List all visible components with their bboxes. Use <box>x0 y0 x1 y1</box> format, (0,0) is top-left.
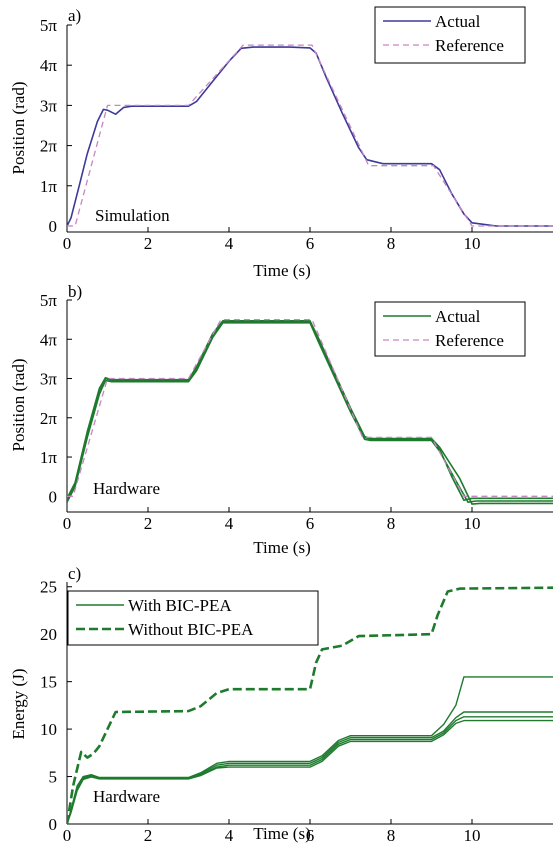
y-tick-label: 0 <box>49 487 58 506</box>
y-tick-label: 0 <box>49 217 58 236</box>
x-tick-label: 6 <box>306 826 315 845</box>
legend-entry: Actual <box>435 307 481 326</box>
y-tick-label: 4π <box>40 56 58 75</box>
y-tick-label: 1π <box>40 448 58 467</box>
x-tick-label: 8 <box>387 234 396 253</box>
x-tick-label: 2 <box>144 514 153 533</box>
legend-entry: Actual <box>435 12 481 31</box>
series-line-actual <box>67 46 553 227</box>
x-axis-label: Time (s) <box>253 261 310 280</box>
x-tick-label: 2 <box>144 826 153 845</box>
panel-label: b) <box>68 282 82 301</box>
x-tick-label: 4 <box>225 514 234 533</box>
y-tick-label: 10 <box>40 720 57 739</box>
y-tick-label: 1π <box>40 177 58 196</box>
x-tick-label: 8 <box>387 826 396 845</box>
y-tick-label: 15 <box>40 673 57 692</box>
x-tick-label: 6 <box>306 514 315 533</box>
series-line-run-2 <box>67 320 553 505</box>
x-tick-label: 4 <box>225 826 234 845</box>
y-tick-label: 0 <box>49 815 58 834</box>
x-tick-label: 2 <box>144 234 153 253</box>
panel-label: a) <box>68 6 81 25</box>
series-line-with-bic-pea <box>67 676 553 824</box>
y-tick-label: 4π <box>40 330 58 349</box>
x-tick-label: 0 <box>63 514 72 533</box>
y-tick-label: 5π <box>40 16 58 35</box>
legend: Actual Reference <box>374 301 526 357</box>
y-tick-label: 3π <box>40 96 58 115</box>
annotation-label: Simulation <box>95 206 170 225</box>
y-tick-label: 3π <box>40 370 58 389</box>
legend-entry: Without BIC-PEA <box>128 620 254 639</box>
legend-box <box>374 6 526 64</box>
legend-entry: Reference <box>435 331 504 350</box>
series-group <box>67 318 553 505</box>
y-tick-label: 20 <box>40 625 57 644</box>
panel-b-chart: 0 2 4 6 8 10 0 1π 2π 3π 4π 5π Time (s) Position (rad)… <box>9 282 553 557</box>
x-tick-label: 0 <box>63 234 72 253</box>
legend-box <box>67 590 319 646</box>
y-axis-label: Energy (J) <box>9 669 28 740</box>
annotation-label: Hardware <box>93 479 160 498</box>
x-tick-label: 10 <box>464 234 481 253</box>
x-axis-label: Time (s) <box>253 824 310 843</box>
panel-label: c) <box>68 564 81 583</box>
x-axis-label: Time (s) <box>253 538 310 557</box>
legend: With BIC-PEA Without BIC-PEA <box>67 590 319 646</box>
x-tick-label: 0 <box>63 826 72 845</box>
series-group <box>67 44 553 227</box>
y-tick-label: 5 <box>49 768 58 787</box>
panel-c-chart: 0 2 4 6 8 10 0 5 10 15 20 25 Time (s) Energy (J) c) Har… <box>9 564 553 845</box>
y-tick-label: 25 <box>40 578 57 597</box>
series-group <box>67 586 553 824</box>
legend-box <box>374 301 526 357</box>
legend: Actual Reference <box>374 6 526 64</box>
series-line-reference <box>67 44 553 227</box>
x-tick-label: 10 <box>464 514 481 533</box>
series-line-run-3 <box>67 719 553 824</box>
y-tick-label: 2π <box>40 137 58 156</box>
y-tick-label: 5π <box>40 291 58 310</box>
x-tick-label: 4 <box>225 234 234 253</box>
y-axis-label: Position (rad) <box>9 81 28 174</box>
x-tick-label: 10 <box>464 826 481 845</box>
x-tick-label: 6 <box>306 234 315 253</box>
legend-entry: Reference <box>435 36 504 55</box>
series-line-reference <box>67 318 553 497</box>
series-line-run-1 <box>67 711 553 824</box>
annotation-label: Hardware <box>93 787 160 806</box>
series-line-run-2 <box>67 716 553 824</box>
y-axis-label: Position (rad) <box>9 358 28 451</box>
panel-a-chart: 0 2 4 6 8 10 0 1π 2π 3π 4π 5π Time (s) Position (rad)… <box>9 6 553 280</box>
legend-entry: With BIC-PEA <box>128 596 232 615</box>
y-tick-label: 2π <box>40 409 58 428</box>
x-tick-label: 8 <box>387 514 396 533</box>
series-line-without-bic-pea <box>67 586 553 824</box>
